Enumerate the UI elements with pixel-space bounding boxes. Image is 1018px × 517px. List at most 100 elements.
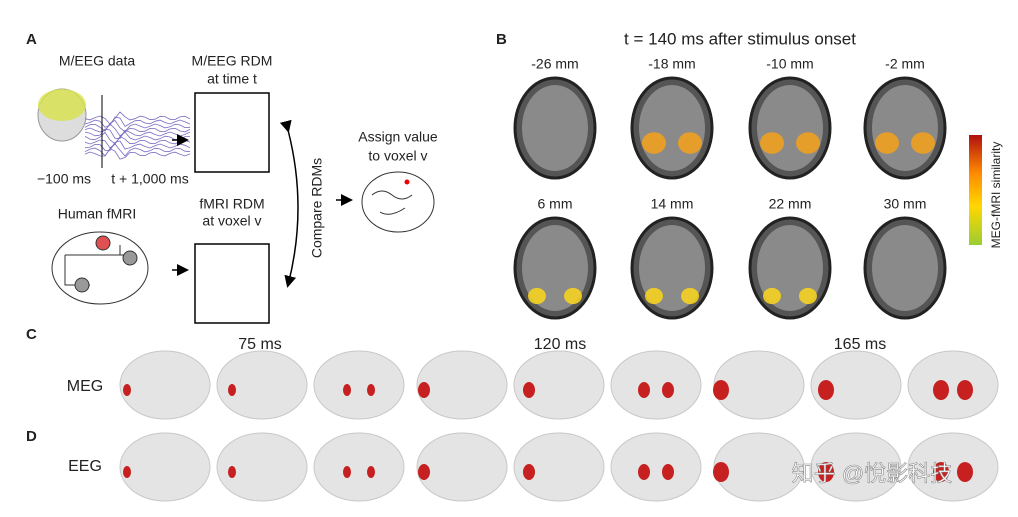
brain-render — [416, 350, 508, 420]
activation — [343, 466, 351, 478]
activation — [638, 464, 650, 480]
brain-matter — [639, 85, 705, 171]
activation — [523, 464, 535, 480]
row-label: EEG — [68, 458, 102, 475]
activation — [799, 287, 817, 305]
activation — [818, 380, 834, 400]
brain-render — [610, 350, 702, 420]
colorbar — [969, 135, 982, 245]
heading: Assign value — [358, 129, 438, 145]
brain-render — [713, 432, 805, 502]
activation — [418, 382, 430, 398]
brain-render — [119, 432, 211, 502]
slice-label: 6 mm — [538, 196, 573, 212]
brain-renders: 75 ms 120 ms 165 ms — [119, 336, 999, 502]
heading: to voxel v — [368, 148, 427, 164]
activation — [645, 287, 663, 305]
slice-label: 22 mm — [769, 196, 812, 212]
activation — [796, 132, 820, 154]
brain-matter — [872, 85, 938, 171]
slice-label: 14 mm — [651, 196, 694, 212]
brain-render — [810, 432, 902, 502]
time-label: 165 ms — [834, 336, 886, 353]
rdm-box — [194, 92, 270, 173]
slice-label: -2 mm — [885, 56, 925, 72]
panel-label: C — [26, 326, 37, 343]
brain-matter — [522, 85, 588, 171]
activation — [638, 382, 650, 398]
brain-render — [216, 432, 308, 502]
slice-label: -26 mm — [531, 56, 578, 72]
time-label: t + 1,000 ms — [111, 171, 188, 187]
activation — [367, 466, 375, 478]
waveforms — [84, 111, 191, 160]
brain-render — [810, 350, 902, 420]
heading: fMRI RDM — [199, 196, 264, 212]
activation — [681, 287, 699, 305]
activation — [875, 132, 899, 154]
slice-label: -18 mm — [648, 56, 695, 72]
panel-label: A — [26, 31, 37, 48]
activation — [343, 384, 351, 396]
panel-title: t = 140 ms after stimulus onset — [624, 29, 856, 48]
row-label: MEG — [67, 378, 103, 395]
brain-render — [513, 432, 605, 502]
heading: Human fMRI — [58, 206, 137, 222]
activation — [228, 384, 236, 396]
brain-matter — [757, 85, 823, 171]
compare-label: Compare RDMs — [309, 158, 325, 258]
activation — [564, 287, 582, 305]
rdm-box — [194, 243, 270, 324]
eeg-head — [37, 88, 87, 142]
brain-render — [907, 350, 999, 420]
slice-grid: -26 mm -18 mm -10 mm -2 mm 6 mm 14 mm 22 mm 30 … — [513, 56, 947, 320]
watermark: 知乎 @悅影科技 — [792, 461, 952, 486]
activation — [367, 384, 375, 396]
heading: M/EEG RDM — [192, 53, 273, 69]
activation — [523, 382, 535, 398]
time-label: 75 ms — [238, 336, 282, 353]
activation — [678, 132, 702, 154]
heading: at time t — [207, 71, 257, 87]
brain-render — [907, 432, 999, 502]
brain-render — [119, 350, 211, 420]
heading: M/EEG data — [59, 53, 135, 69]
fmri-brain — [51, 231, 149, 305]
activation — [933, 380, 949, 400]
panel-label: D — [26, 428, 37, 445]
waveform — [84, 147, 191, 160]
activation — [760, 132, 784, 154]
brain-render — [416, 432, 508, 502]
activation — [123, 466, 131, 478]
brain-render — [713, 350, 805, 420]
activation — [957, 380, 973, 400]
brain-render — [513, 350, 605, 420]
activation — [662, 464, 674, 480]
brain-render — [610, 432, 702, 502]
activation — [228, 466, 236, 478]
activation — [911, 132, 935, 154]
activation — [123, 384, 131, 396]
time-label: −100 ms — [37, 171, 91, 187]
colorbar-label: MEG-fMRI similarity — [989, 142, 1003, 249]
activation — [642, 132, 666, 154]
brain-render — [313, 350, 405, 420]
activation — [713, 462, 729, 482]
brain-render — [313, 432, 405, 502]
brain-matter — [872, 225, 938, 311]
panel-label: B — [496, 31, 507, 48]
activation — [763, 287, 781, 305]
slice-label: 30 mm — [884, 196, 927, 212]
time-label: 120 ms — [534, 336, 586, 353]
activation — [662, 382, 674, 398]
voxel-brain — [361, 171, 435, 233]
activation — [418, 464, 430, 480]
waveform — [84, 116, 191, 128]
activation — [818, 462, 834, 482]
activation — [528, 287, 546, 305]
compare-arrow — [279, 119, 299, 288]
brain-render — [216, 350, 308, 420]
activation — [713, 380, 729, 400]
slice-label: -10 mm — [766, 56, 813, 72]
